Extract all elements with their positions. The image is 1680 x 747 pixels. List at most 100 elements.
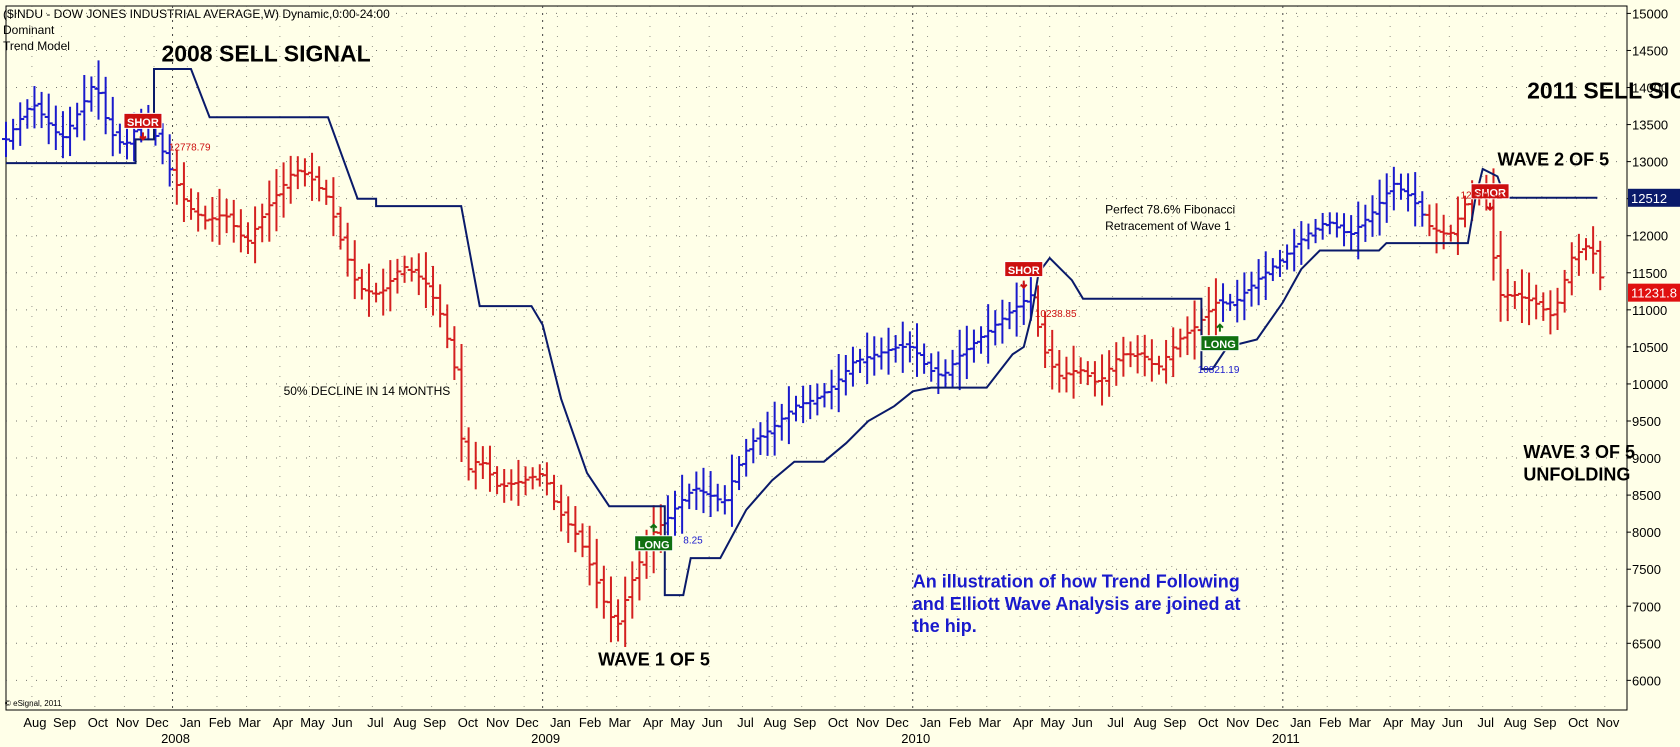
y-tick-label: 11000 xyxy=(1632,303,1667,318)
x-month-label: Sep xyxy=(1533,715,1556,730)
annotation: Retracement of Wave 1 xyxy=(1105,219,1231,233)
y-tick-label: 13500 xyxy=(1632,118,1668,133)
x-year-label: 2011 xyxy=(1272,731,1300,746)
plot-frame xyxy=(5,5,1628,711)
chart-subtitle-line1: Dominant xyxy=(3,23,55,37)
x-month-label: Jul xyxy=(1107,715,1124,730)
x-month-label: Sep xyxy=(53,715,76,730)
y-tick-label: 14000 xyxy=(1632,81,1668,96)
x-month-label: Oct xyxy=(1568,715,1589,730)
y-tick-label: 10500 xyxy=(1632,340,1668,355)
y-tick-label: 6000 xyxy=(1632,673,1661,688)
x-month-label: Feb xyxy=(579,715,601,730)
x-month-label: Feb xyxy=(949,715,971,730)
signal-badge-label: SHOR xyxy=(1474,187,1506,199)
signal-badge-label: LONG xyxy=(1204,339,1236,351)
signal-badge-long xyxy=(1200,335,1240,352)
x-month-label: Mar xyxy=(608,715,631,730)
y-tick-label: 9500 xyxy=(1632,414,1661,429)
x-month-label: Dec xyxy=(1256,715,1280,730)
annotation: the hip. xyxy=(913,616,977,636)
x-month-label: Nov xyxy=(856,715,880,730)
signal-badge-label: SHOR xyxy=(1008,265,1040,277)
y-tick-label: 12000 xyxy=(1632,229,1668,244)
signal-arrow-icon xyxy=(1216,323,1224,332)
signal-badge-label: LONG xyxy=(638,539,670,551)
signal-price-label: 10238.85 xyxy=(1035,309,1077,320)
signal-badge-short xyxy=(1004,261,1044,278)
x-month-label: Dec xyxy=(516,715,540,730)
x-month-label: Nov xyxy=(486,715,510,730)
y-tick-label: 6500 xyxy=(1632,636,1661,651)
x-month-label: Mar xyxy=(238,715,261,730)
chart-subtitle-line2: Trend Model xyxy=(3,39,70,53)
x-month-label: Apr xyxy=(1383,715,1404,730)
x-year-label: 2008 xyxy=(161,731,190,746)
signal-arrow-icon xyxy=(139,132,147,141)
x-month-label: Mar xyxy=(1349,715,1372,730)
price-tag-label: 12512 xyxy=(1631,191,1667,206)
x-month-label: Aug xyxy=(393,715,416,730)
x-month-label: Apr xyxy=(1013,715,1034,730)
x-month-label: Apr xyxy=(273,715,294,730)
price-tag xyxy=(1628,283,1680,302)
x-month-label: May xyxy=(1040,715,1065,730)
signal-price-label: 8.25 xyxy=(683,535,703,546)
x-month-label: Jan xyxy=(920,715,941,730)
x-month-label: Jul xyxy=(737,715,754,730)
x-month-label: Dec xyxy=(145,715,169,730)
x-month-label: Jan xyxy=(550,715,571,730)
signal-price-label: 12778.79 xyxy=(169,143,211,154)
x-month-label: Jun xyxy=(1072,715,1093,730)
annotation: 2011 SELL SIGNAL xyxy=(1527,78,1680,104)
y-tick-label: 11500 xyxy=(1632,266,1667,281)
copyright-text: © eSignal, 2011 xyxy=(5,699,62,708)
x-month-label: May xyxy=(300,715,325,730)
signal-price-label: 12810.32 xyxy=(1460,191,1502,202)
x-month-label: Sep xyxy=(1163,715,1186,730)
x-month-label: Dec xyxy=(886,715,910,730)
x-month-label: Jul xyxy=(1477,715,1494,730)
annotation: 50% DECLINE IN 14 MONTHS xyxy=(284,384,451,398)
y-tick-label: 14500 xyxy=(1632,43,1668,58)
x-month-label: Aug xyxy=(1134,715,1157,730)
x-year-label: 2010 xyxy=(901,731,930,746)
signal-badge-short xyxy=(1470,183,1510,200)
signal-badge-long xyxy=(634,535,674,552)
annotation: An illustration of how Trend Following xyxy=(913,572,1240,592)
annotation: WAVE 1 OF 5 xyxy=(598,650,710,670)
x-month-label: Jul xyxy=(367,715,384,730)
x-month-label: Oct xyxy=(1198,715,1219,730)
y-tick-label: 8000 xyxy=(1632,525,1661,540)
signal-arrow-icon xyxy=(1020,280,1028,289)
x-month-label: Jun xyxy=(332,715,353,730)
annotation: and Elliott Wave Analysis are joined at xyxy=(913,594,1241,614)
chart-title: ($INDU - DOW JONES INDUSTRIAL AVERAGE,W)… xyxy=(3,7,390,21)
annotation: WAVE 2 OF 5 xyxy=(1497,149,1609,169)
x-month-label: May xyxy=(670,715,695,730)
x-month-label: Jun xyxy=(702,715,723,730)
annotation: 2008 SELL SIGNAL xyxy=(161,41,370,67)
y-tick-label: 9000 xyxy=(1632,451,1661,466)
x-month-label: Jun xyxy=(1442,715,1463,730)
y-tick-label: 7500 xyxy=(1632,562,1661,577)
signal-badge-short xyxy=(123,112,163,129)
signal-arrow-icon xyxy=(649,523,658,532)
signal-badge-label: SHOR xyxy=(127,117,159,129)
x-month-label: Nov xyxy=(1226,715,1250,730)
x-month-label: Jan xyxy=(1290,715,1311,730)
y-tick-label: 13000 xyxy=(1632,155,1668,170)
price-tag xyxy=(1628,188,1680,207)
x-month-label: Aug xyxy=(1504,715,1527,730)
x-month-label: Oct xyxy=(458,715,479,730)
x-month-label: Nov xyxy=(116,715,140,730)
x-month-label: Oct xyxy=(828,715,849,730)
x-month-label: May xyxy=(1410,715,1435,730)
y-tick-label: 15000 xyxy=(1632,6,1668,21)
y-tick-label: 8500 xyxy=(1632,488,1661,503)
trend-line xyxy=(6,68,1598,597)
x-month-label: Feb xyxy=(209,715,231,730)
x-month-label: Sep xyxy=(423,715,446,730)
